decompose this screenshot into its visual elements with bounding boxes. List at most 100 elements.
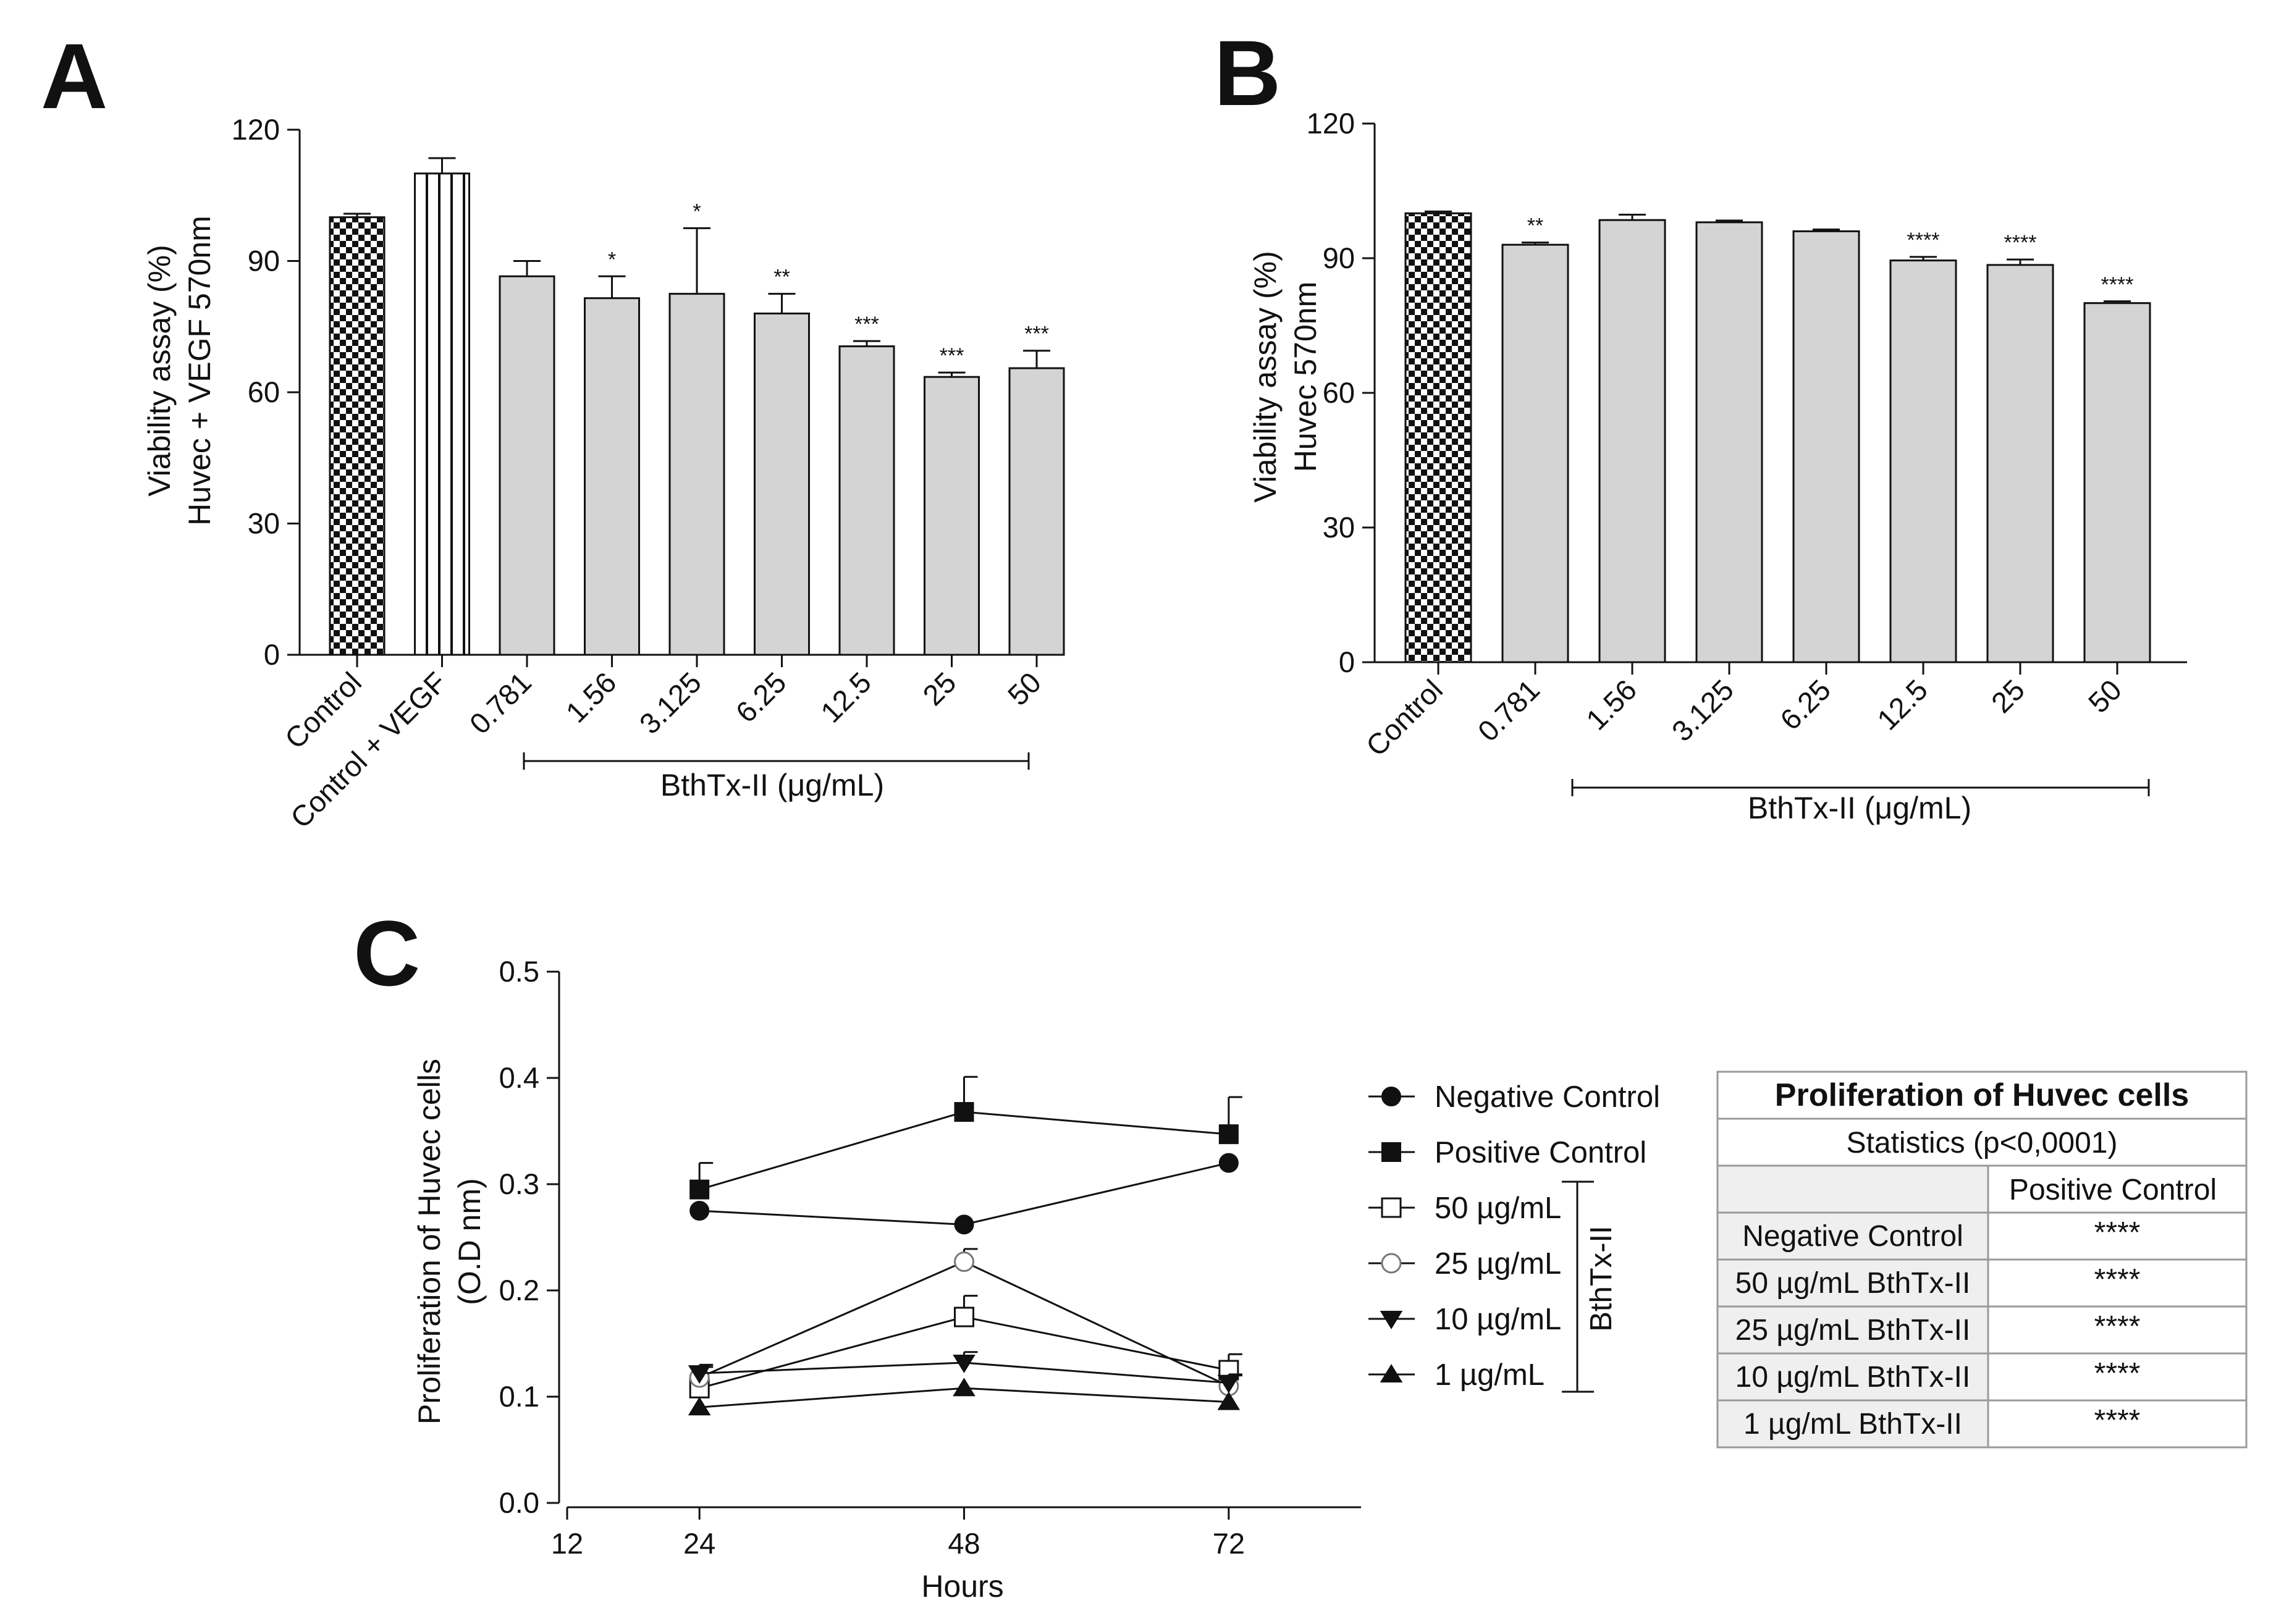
table-row-label: Negative Control — [1742, 1220, 1963, 1253]
legend-marker — [1380, 1311, 1403, 1329]
chart-b-significance: **** — [2004, 231, 2037, 255]
legend-marker — [1381, 1253, 1402, 1274]
chart-a-y-tick-label: 60 — [248, 376, 280, 408]
chart-b-category-label: 3.125 — [1665, 673, 1740, 748]
chart-a-significance: * — [693, 200, 701, 223]
series-negative-control — [689, 1153, 1239, 1235]
legend-entry: 50 µg/mL — [1435, 1192, 1561, 1225]
legend-entry: 1 µg/mL — [1435, 1358, 1545, 1392]
chart-c-x-tick-label: 24 — [683, 1527, 715, 1560]
chart-a-ylabel-1: Viability assay (%) — [142, 245, 177, 497]
statistics-table: Proliferation of Huvec cells Statistics … — [1716, 1071, 2248, 1449]
chart-a-category-label: 25 — [916, 666, 962, 712]
series-line — [699, 1111, 1229, 1191]
table-row-label-cell — [1718, 1213, 1988, 1260]
panel-a-letter: A — [41, 24, 107, 128]
chart-b-y-tick-label: 120 — [1307, 107, 1355, 140]
chart-a-category-label: 0.781 — [463, 666, 537, 741]
chart-c-xlabel: Hours — [921, 1569, 1003, 1604]
chart-b-bar — [2083, 302, 2151, 663]
table-subtitle: Statistics (p<0,0001) — [1847, 1127, 2118, 1159]
table-row-label-cell — [1718, 1260, 1988, 1306]
chart-a-y-tick-label: 30 — [248, 507, 280, 540]
series-point — [1218, 1124, 1239, 1145]
table-row-label: 1 µg/mL BthTx-II — [1743, 1408, 1962, 1441]
table-header-blank-cell — [1718, 1166, 1988, 1213]
chart-b-bar — [1889, 259, 1957, 663]
chart-c-y-tick-label: 0.0 — [499, 1486, 539, 1519]
chart-a-y-tick-label: 0 — [264, 638, 280, 671]
series-point — [954, 1102, 974, 1122]
table-row-value: **** — [2094, 1216, 2141, 1249]
series-point — [954, 1306, 974, 1327]
chart-b-y-tick-label: 30 — [1323, 511, 1355, 544]
chart-a-significance: ** — [773, 266, 790, 289]
chart-a-bar — [329, 216, 386, 656]
chart-b-bar — [1598, 219, 1666, 663]
table-row-label: 10 µg/mL BthTx-II — [1735, 1361, 1971, 1394]
chart-b-ylabel-1: Viability assay (%) — [1248, 251, 1283, 503]
chart-a-ylabel-2: Huvec + VEGF 570nm — [182, 216, 217, 526]
legend-group-label: BthTx-II — [1585, 1226, 1618, 1332]
chart-b-bracket-label: BthTx-II (μg/mL) — [1748, 791, 1971, 825]
chart-a-bar — [1008, 367, 1065, 656]
chart-b-bar — [1695, 221, 1763, 663]
chart-a-significance: *** — [854, 313, 879, 336]
series-point — [953, 1378, 976, 1397]
chart-a-bar — [584, 297, 640, 656]
legend-entry: Negative Control — [1435, 1080, 1660, 1114]
series-point — [1218, 1153, 1239, 1173]
table-row-label-cell — [1718, 1306, 1988, 1353]
chart-a-category-label: 12.5 — [814, 666, 877, 729]
series-point — [688, 1397, 711, 1416]
table-row-value: **** — [2094, 1263, 2141, 1296]
chart-a-bar — [924, 376, 980, 656]
chart-a-bar — [414, 172, 470, 656]
table-row-label: 25 µg/mL BthTx-II — [1735, 1314, 1971, 1347]
chart-c-ylabel-1: Proliferation of Huvec cells — [412, 1059, 447, 1424]
chart-c-x-tick-label: 48 — [948, 1527, 980, 1560]
chart-b-category-label: Control — [1359, 673, 1449, 763]
chart-b-bar — [1501, 243, 1569, 663]
chart-a-category-label: 3.125 — [633, 666, 707, 741]
series-10-g-ml — [688, 1351, 1242, 1394]
series-point — [1217, 1374, 1241, 1394]
chart-a-bar — [838, 345, 895, 656]
chart-a-category-label: 6.25 — [729, 666, 792, 729]
chart-b-category-label: 50 — [2082, 673, 2128, 719]
chart-b-y-tick-label: 60 — [1323, 376, 1355, 409]
table-row-label-cell — [1718, 1400, 1988, 1447]
series-1-g-ml — [688, 1378, 1241, 1416]
chart-b-significance: ** — [1527, 214, 1543, 238]
legend-entry: Positive Control — [1435, 1136, 1646, 1169]
chart-c: Proliferation of Huvec cells (O.D nm) Ho… — [412, 955, 1660, 1604]
chart-a-significance: *** — [1024, 322, 1049, 346]
chart-a-significance: * — [608, 248, 616, 271]
chart-a-bar — [754, 313, 810, 656]
chart-b-significance: **** — [1907, 229, 1940, 252]
series-point — [688, 1365, 711, 1384]
chart-c-y-tick-label: 0.1 — [499, 1380, 539, 1413]
chart-c-x-tick-label: 72 — [1213, 1527, 1245, 1560]
chart-c-y-tick-label: 0.3 — [499, 1168, 539, 1200]
table-row-label-cell — [1718, 1353, 1988, 1400]
chart-b-ylabel-2: Huvec 570nm — [1288, 282, 1323, 473]
table-row-value: **** — [2094, 1310, 2141, 1343]
table-column-header: Positive Control — [2009, 1174, 2217, 1206]
legend-marker — [1381, 1142, 1401, 1162]
chart-c-legend: Negative Control Positive Control 50 µg/mL… — [1368, 1080, 1660, 1393]
legend-entry: 10 µg/mL — [1435, 1303, 1561, 1336]
chart-c-ylabel-2: (O.D nm) — [452, 1178, 487, 1305]
chart-b-category-label: 0.781 — [1471, 673, 1546, 748]
chart-b-bar — [1986, 264, 2054, 663]
chart-a-category-label: Control + VEGF — [284, 666, 453, 835]
chart-a-category-label: 1.56 — [559, 666, 622, 729]
chart-b: Viability assay (%) Huvec 570nm BthTx-II… — [1248, 107, 2187, 825]
legend-entry: 25 µg/mL — [1435, 1247, 1561, 1281]
chart-b-category-label: 1.56 — [1580, 673, 1643, 736]
chart-c-x-tick-label: 12 — [551, 1527, 583, 1560]
table-row-value: **** — [2094, 1357, 2141, 1390]
table-title: Proliferation of Huvec cells — [1775, 1077, 2189, 1113]
series-point — [954, 1252, 974, 1273]
panel-b-letter: B — [1214, 21, 1281, 125]
